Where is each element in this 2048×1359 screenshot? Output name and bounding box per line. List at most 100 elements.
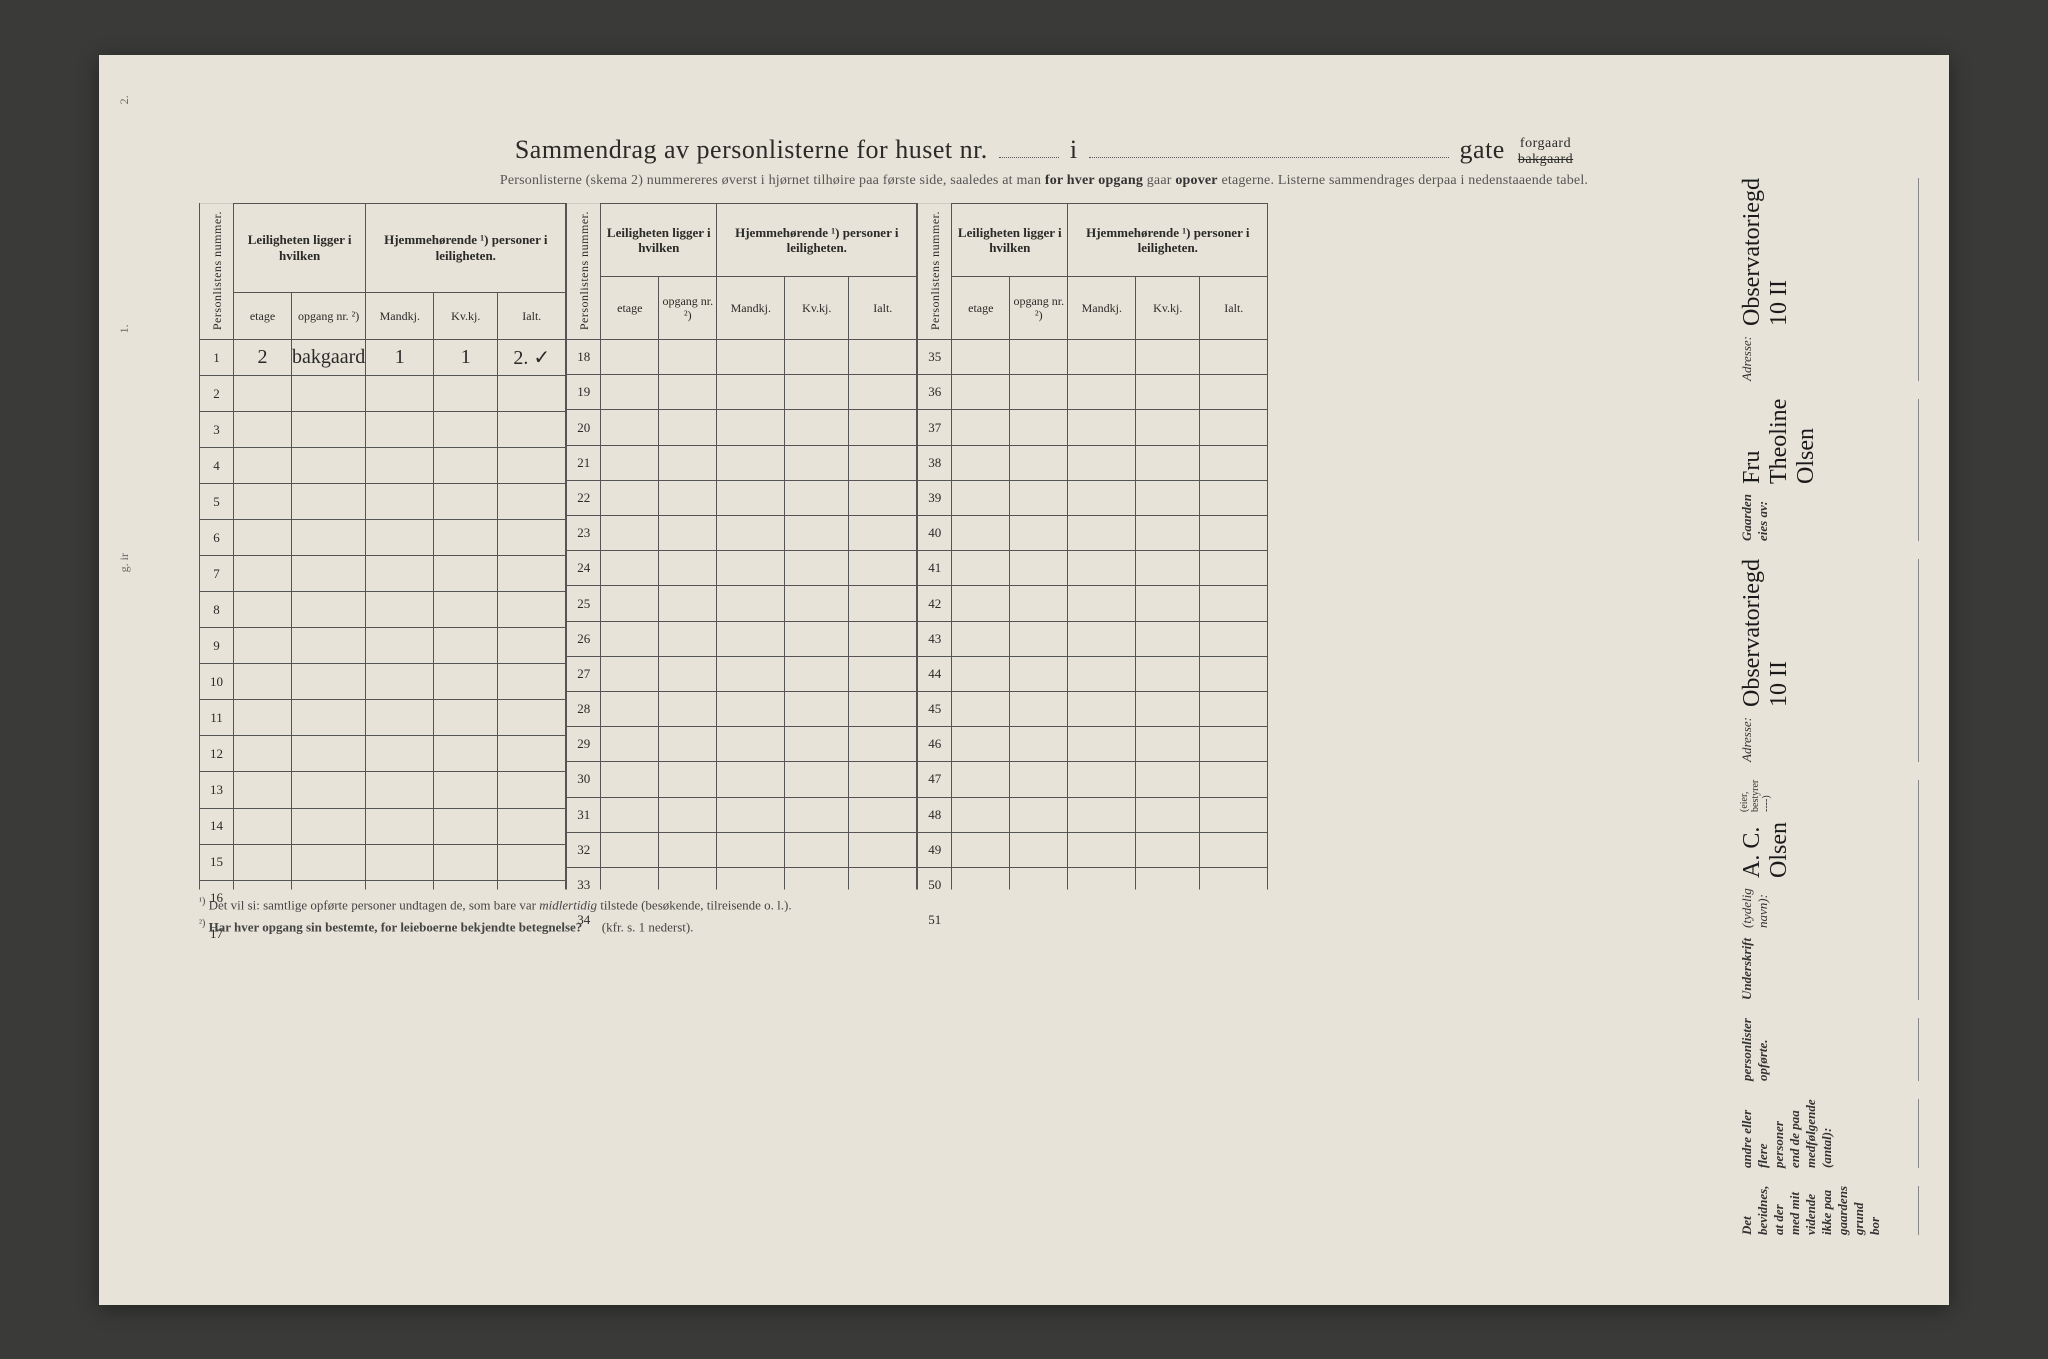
table-row: 7 (200, 556, 566, 592)
table-row: 40 (918, 516, 1268, 551)
census-table: Personlistens nummer.Leiligheten ligger … (199, 203, 566, 884)
cell-etage (952, 621, 1010, 656)
cell-etage (952, 551, 1010, 586)
table-block-3: Personlistens nummer.Leiligheten ligger … (917, 203, 1268, 884)
blank-gate-name (1089, 157, 1449, 158)
row-number: 42 (918, 586, 952, 621)
col-hjemme-group: Hjemmehørende ¹) personer i leiligheten. (366, 203, 566, 292)
cell-mandkj (717, 586, 785, 621)
cell-kvkj (434, 628, 498, 664)
adresse2-label: Adresse: (1739, 335, 1755, 380)
table-row: 25 (567, 586, 917, 621)
cell-mandkj (366, 448, 434, 484)
cell-kvkj (785, 340, 849, 375)
cell-ialt (849, 762, 917, 797)
cell-etage (234, 376, 292, 412)
cell-mandkj (1068, 656, 1136, 691)
table-row: 24 (567, 551, 917, 586)
cell-ialt (849, 832, 917, 867)
table-row: 44 (918, 656, 1268, 691)
row-number: 28 (567, 691, 601, 726)
cell-ialt (1200, 480, 1268, 515)
col-leiligheten-group: Leiligheten ligger i hvilken (952, 203, 1068, 276)
cell-etage (601, 516, 659, 551)
row-number: 40 (918, 516, 952, 551)
cell-opgang: bakgaard (292, 340, 366, 376)
row-number: 20 (567, 410, 601, 445)
cell-mandkj (717, 762, 785, 797)
row-number: 3 (200, 412, 234, 448)
row-number: 27 (567, 656, 601, 691)
cell-ialt (849, 867, 917, 902)
cell-mandkj (717, 832, 785, 867)
row-number: 8 (200, 592, 234, 628)
cell-kvkj (785, 445, 849, 480)
cell-etage (234, 700, 292, 736)
cell-kvkj (1136, 375, 1200, 410)
cell-etage (952, 340, 1010, 375)
cell-mandkj: 1 (366, 340, 434, 376)
row-number: 1 (200, 340, 234, 376)
cell-etage (234, 844, 292, 880)
cell-ialt (1200, 445, 1268, 480)
row-number: 4 (200, 448, 234, 484)
row-number: 9 (200, 628, 234, 664)
cell-kvkj (785, 727, 849, 762)
cell-ialt (849, 797, 917, 832)
cell-kvkj (785, 797, 849, 832)
row-number: 36 (918, 375, 952, 410)
row-number: 48 (918, 797, 952, 832)
cell-opgang (292, 700, 366, 736)
cell-ialt (849, 903, 917, 938)
table-row: 30 (567, 762, 917, 797)
table-block-1: Personlistens nummer.Leiligheten ligger … (199, 203, 566, 884)
cell-mandkj (1068, 867, 1136, 902)
margin-text: 2. (117, 95, 132, 104)
cell-ialt (849, 340, 917, 375)
cell-kvkj (785, 480, 849, 515)
row-number: 50 (918, 867, 952, 902)
sub-e: etagerne. Listerne sammendrages derpaa i… (1221, 173, 1588, 188)
cell-mandkj (717, 516, 785, 551)
cell-mandkj (717, 691, 785, 726)
cell-etage (234, 484, 292, 520)
attest-a: Det bevidnes, at der med mit vidende ikk… (1739, 1185, 1883, 1234)
f2-tail: (kfr. s. 1 nederst). (602, 920, 694, 935)
col-personlistens: Personlistens nummer. (567, 203, 601, 339)
cell-ialt (1200, 832, 1268, 867)
sub-b: for hver opgang (1045, 173, 1143, 188)
cell-mandkj (1068, 586, 1136, 621)
row-number: 38 (918, 445, 952, 480)
cell-etage (601, 480, 659, 515)
cell-ialt (849, 445, 917, 480)
cell-kvkj (434, 808, 498, 844)
cell-opgang (1010, 621, 1068, 656)
cell-opgang (659, 480, 717, 515)
cell-opgang (1010, 832, 1068, 867)
adresse-row: Adresse: Observatoriegd 10 II (1739, 559, 1919, 762)
table-row: 50 (918, 867, 1268, 902)
col-etage: etage (234, 292, 292, 339)
cell-ialt (498, 664, 566, 700)
cell-etage (601, 656, 659, 691)
cell-kvkj (1136, 410, 1200, 445)
table-row: 5 (200, 484, 566, 520)
table-row: 29 (567, 727, 917, 762)
cell-etage (234, 556, 292, 592)
sub-c: gaar (1147, 173, 1176, 188)
cell-opgang (292, 592, 366, 628)
table-row: 27 (567, 656, 917, 691)
cell-opgang (292, 484, 366, 520)
cell-mandkj (366, 628, 434, 664)
cell-ialt (849, 727, 917, 762)
cell-mandkj (366, 664, 434, 700)
gaarden-hand: Fru Theoline Olsen (1739, 398, 1820, 483)
cell-kvkj (1136, 621, 1200, 656)
cell-mandkj (1068, 375, 1136, 410)
tables-row: Personlistens nummer. Leiligheten ligger … (199, 203, 1889, 884)
cell-kvkj (785, 691, 849, 726)
cell-opgang (292, 664, 366, 700)
cell-kvkj (1136, 867, 1200, 902)
page-subtitle: Personlisterne (skema 2) nummereres øver… (199, 173, 1889, 189)
cell-etage (601, 340, 659, 375)
